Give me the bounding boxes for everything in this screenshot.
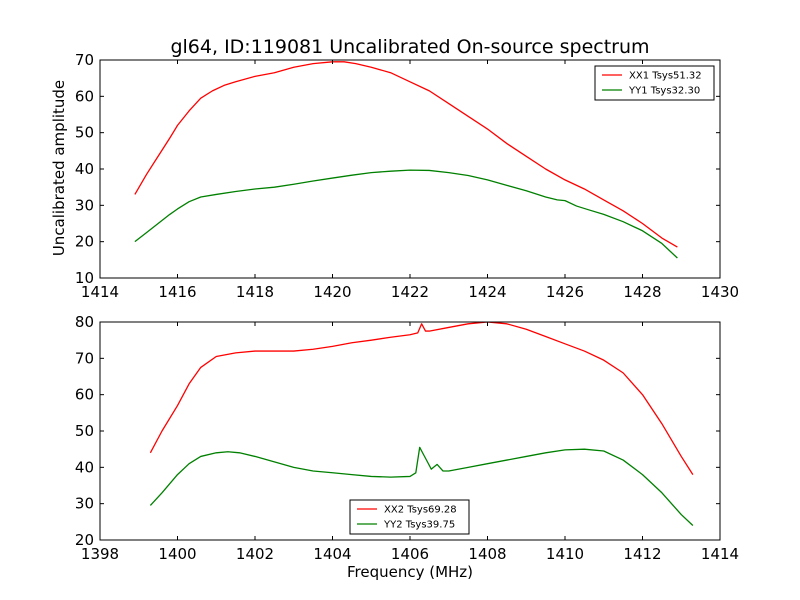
top-plot-y-tick-label: 50 [75, 124, 94, 142]
bottom-plot-x-tick-label: 1410 [546, 545, 584, 563]
top-plot-x-tick-label: 1430 [701, 283, 739, 301]
top-plot-x-tick-label: 1426 [546, 283, 584, 301]
top-plot-legend: XX1 Tsys51.32 YY1 Tsys32.30 [594, 65, 715, 101]
top-plot-legend-label: XX1 Tsys51.32 [629, 71, 702, 82]
top-plot-series-line-1 [134, 61, 678, 248]
top-plot-y-tick-label: 40 [75, 160, 94, 178]
bottom-plot-x-tick-label: 1398 [81, 545, 119, 563]
top-plot-x-tick-label: 1420 [313, 283, 351, 301]
top-plot-legend-box [594, 65, 715, 101]
bottom-plot-series-line-2 [149, 446, 694, 526]
bottom-plot-x-tick-label: 1408 [468, 545, 506, 563]
bottom-plot-x-axis-label: Frequency (MHz) [347, 563, 473, 581]
top-plot-y-axis-label: Uncalibrated amplitude [50, 80, 68, 256]
bottom-plot-y-tick-label: 30 [75, 495, 94, 513]
bottom-plot-legend-label: XX2 Tsys69.28 [384, 505, 457, 516]
top-plot-y-tick-label: 10 [75, 269, 94, 287]
top-plot-x-tick-label: 1418 [236, 283, 274, 301]
bottom-plot-x-tick-label: 1414 [701, 545, 739, 563]
top-plot-x-tick-label: 1424 [468, 283, 506, 301]
bottom-plot-x-tick-label: 1412 [623, 545, 661, 563]
bottom-plot-x-tick-label: 1404 [313, 545, 351, 563]
top-plot-x-tick-label: 1416 [158, 283, 196, 301]
bottom-plot-y-tick-label: 70 [75, 349, 94, 367]
bottom-plot-legend-label: YY2 Tsys39.75 [383, 520, 455, 531]
top-plot: gl64, ID:119081 Uncalibrated On-source s… [50, 36, 739, 301]
top-plot-x-tick-label: 1422 [391, 283, 429, 301]
bottom-plot-x-tick-label: 1402 [236, 545, 274, 563]
bottom-plot-legend-box [349, 499, 470, 535]
bottom-plot-y-tick-label: 80 [75, 313, 94, 331]
bottom-plot-y-tick-label: 60 [75, 386, 94, 404]
bottom-plot-y-tick-label: 50 [75, 422, 94, 440]
top-plot-y-tick-label: 70 [75, 51, 94, 69]
top-plot-x-tick-label: 1414 [81, 283, 119, 301]
top-plot-title: gl64, ID:119081 Uncalibrated On-source s… [170, 36, 649, 58]
top-plot-x-tick-label: 1428 [623, 283, 661, 301]
top-plot-y-tick-label: 60 [75, 87, 94, 105]
bottom-plot-y-tick-label: 20 [75, 531, 94, 549]
top-plot-series-line-2 [134, 169, 678, 259]
top-plot-legend-label: YY1 Tsys32.30 [628, 86, 700, 97]
bottom-plot-y-tick-label: 40 [75, 458, 94, 476]
bottom-plot-x-tick-label: 1406 [391, 545, 429, 563]
bottom-plot-x-tick-label: 1400 [158, 545, 196, 563]
top-plot-y-tick-label: 30 [75, 196, 94, 214]
bottom-plot: Frequency (MHz) 1398 1400 1402 1404 1406 1408… [75, 313, 739, 581]
top-plot-y-tick-label: 20 [75, 233, 94, 251]
bottom-plot-series-line-1 [149, 322, 694, 475]
bottom-plot-legend: XX2 Tsys69.28 YY2 Tsys39.75 [349, 499, 470, 535]
